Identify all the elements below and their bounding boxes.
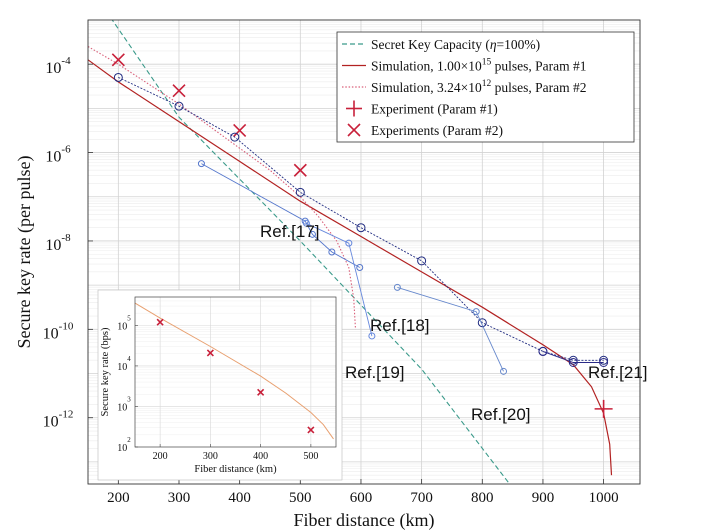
series-line-sim2 [88, 46, 357, 330]
reference-point [393, 283, 401, 291]
inset-x-tick-label: 300 [203, 451, 218, 462]
legend-swatch [346, 100, 362, 117]
legend-entry-skc: Secret Key Capacity (η=100%) [342, 37, 540, 52]
legend-swatch [347, 123, 361, 137]
x-tick-label: 700 [410, 490, 433, 506]
x-tick-label: 300 [168, 490, 191, 506]
experiment-point-param2 [293, 163, 307, 177]
inset-experiment-point [206, 349, 214, 357]
legend-label: Experiments (Param #2) [371, 123, 503, 138]
experiment-point-param2 [172, 84, 186, 98]
inset-x-tick-label: 200 [153, 451, 168, 462]
reference-line [306, 222, 373, 337]
reference-line [118, 76, 604, 361]
legend-entry-exp1: Experiment (Param #1) [346, 100, 498, 117]
experiment-point-param1 [594, 399, 613, 418]
reference-point [599, 355, 609, 365]
reference-label: Ref.[20] [471, 405, 531, 424]
legend-entry-sim1: Simulation, 1.00×1015 pulses, Param #1 [342, 58, 587, 74]
inset-experiment-point [307, 426, 315, 434]
reference-line [542, 350, 604, 363]
reference-point [328, 248, 336, 256]
reference-point [197, 160, 205, 168]
reference-point [345, 239, 353, 247]
reference-point [356, 223, 366, 233]
reference-point [568, 357, 578, 367]
x-tick-label: 600 [350, 490, 373, 506]
reference-point [113, 72, 123, 82]
reference-label: Ref.[17] [260, 222, 320, 241]
reference-point [302, 219, 310, 227]
y-tick-label: 10-12 [43, 409, 74, 431]
reference-point [295, 187, 305, 197]
reference-point [599, 357, 609, 367]
experiment-point-param2 [111, 53, 125, 67]
y-tick-label: 10-6 [45, 144, 71, 166]
y-axis-label: Secure key rate (per pulse) [14, 156, 35, 349]
reference-point [174, 101, 184, 111]
legend-entry-exp2: Experiments (Param #2) [347, 123, 503, 138]
reference-point [230, 132, 240, 142]
inset-curve [134, 302, 334, 440]
reference-label: Ref.[19] [345, 363, 405, 382]
legend-entry-sim2: Simulation, 3.24×1012 pulses, Param #2 [342, 79, 587, 95]
reference-line [201, 163, 361, 268]
reference-point [368, 332, 376, 340]
legend-label: Experiment (Param #1) [371, 102, 498, 117]
reference-point [472, 308, 480, 316]
reference-point [477, 318, 487, 328]
inset-y-tick-label: 105 [117, 314, 131, 332]
inset-x-axis-label: Fiber distance (km) [194, 464, 277, 475]
inset-background [97, 289, 343, 481]
reference-label: Ref.[21] [588, 363, 648, 382]
inset-x-tick-label: 400 [253, 451, 268, 462]
inset-experiment-point [156, 318, 164, 326]
plot-frame [87, 19, 641, 485]
reference-label: Ref.[18] [370, 316, 430, 335]
series-line-skc [111, 20, 511, 484]
x-tick-label: 500 [289, 490, 312, 506]
inset-experiment-point [257, 388, 265, 396]
x-tick-label: 900 [532, 490, 555, 506]
x-axis-label: Fiber distance (km) [294, 510, 435, 531]
x-tick-label: 1000 [589, 490, 619, 506]
legend-label: Secret Key Capacity (η=100%) [371, 37, 540, 52]
reference-series: Ref.[17] Ref.[18] Ref.[19] Ref.[20] Ref.[21] [113, 72, 648, 424]
reference-point [308, 230, 316, 238]
legend-label: Simulation, 1.00×1015 pulses, Param #1 [371, 58, 587, 74]
legend-box [336, 31, 635, 143]
main-axes: 200 300 400 500 600 700 800 900 1000 10-4 10-6 10-8… [14, 19, 641, 531]
legend-label: Simulation, 3.24×1012 pulses, Param #2 [371, 79, 587, 95]
reference-point [568, 355, 578, 365]
inset-y-tick-label: 103 [117, 395, 131, 413]
y-tick-label: 10-4 [45, 55, 71, 77]
experiment-point-param2 [233, 123, 247, 138]
inset-y-tick-label: 104 [117, 355, 131, 373]
reference-point [500, 367, 508, 375]
x-tick-label: 200 [107, 490, 130, 506]
inset-y-tick-label: 102 [117, 436, 131, 454]
y-tick-label: 10-10 [43, 320, 74, 342]
reference-point [356, 263, 364, 271]
inset-y-axis-label: Secure key rate (bps) [100, 327, 111, 416]
inset-chart: 200 300 400 500 102 103 104 105 Fiber distance (… [97, 289, 343, 481]
x-tick-label: 400 [228, 490, 251, 506]
y-tick-label: 10-8 [45, 232, 71, 254]
reference-point [538, 346, 548, 356]
reference-point [417, 256, 427, 266]
legend: Secret Key Capacity (η=100%) Simulation, … [336, 31, 635, 143]
inset-x-tick-label: 500 [303, 451, 318, 462]
x-tick-label: 800 [471, 490, 494, 506]
main-series [88, 20, 613, 484]
reference-line [397, 286, 504, 372]
inset-frame [134, 296, 337, 448]
